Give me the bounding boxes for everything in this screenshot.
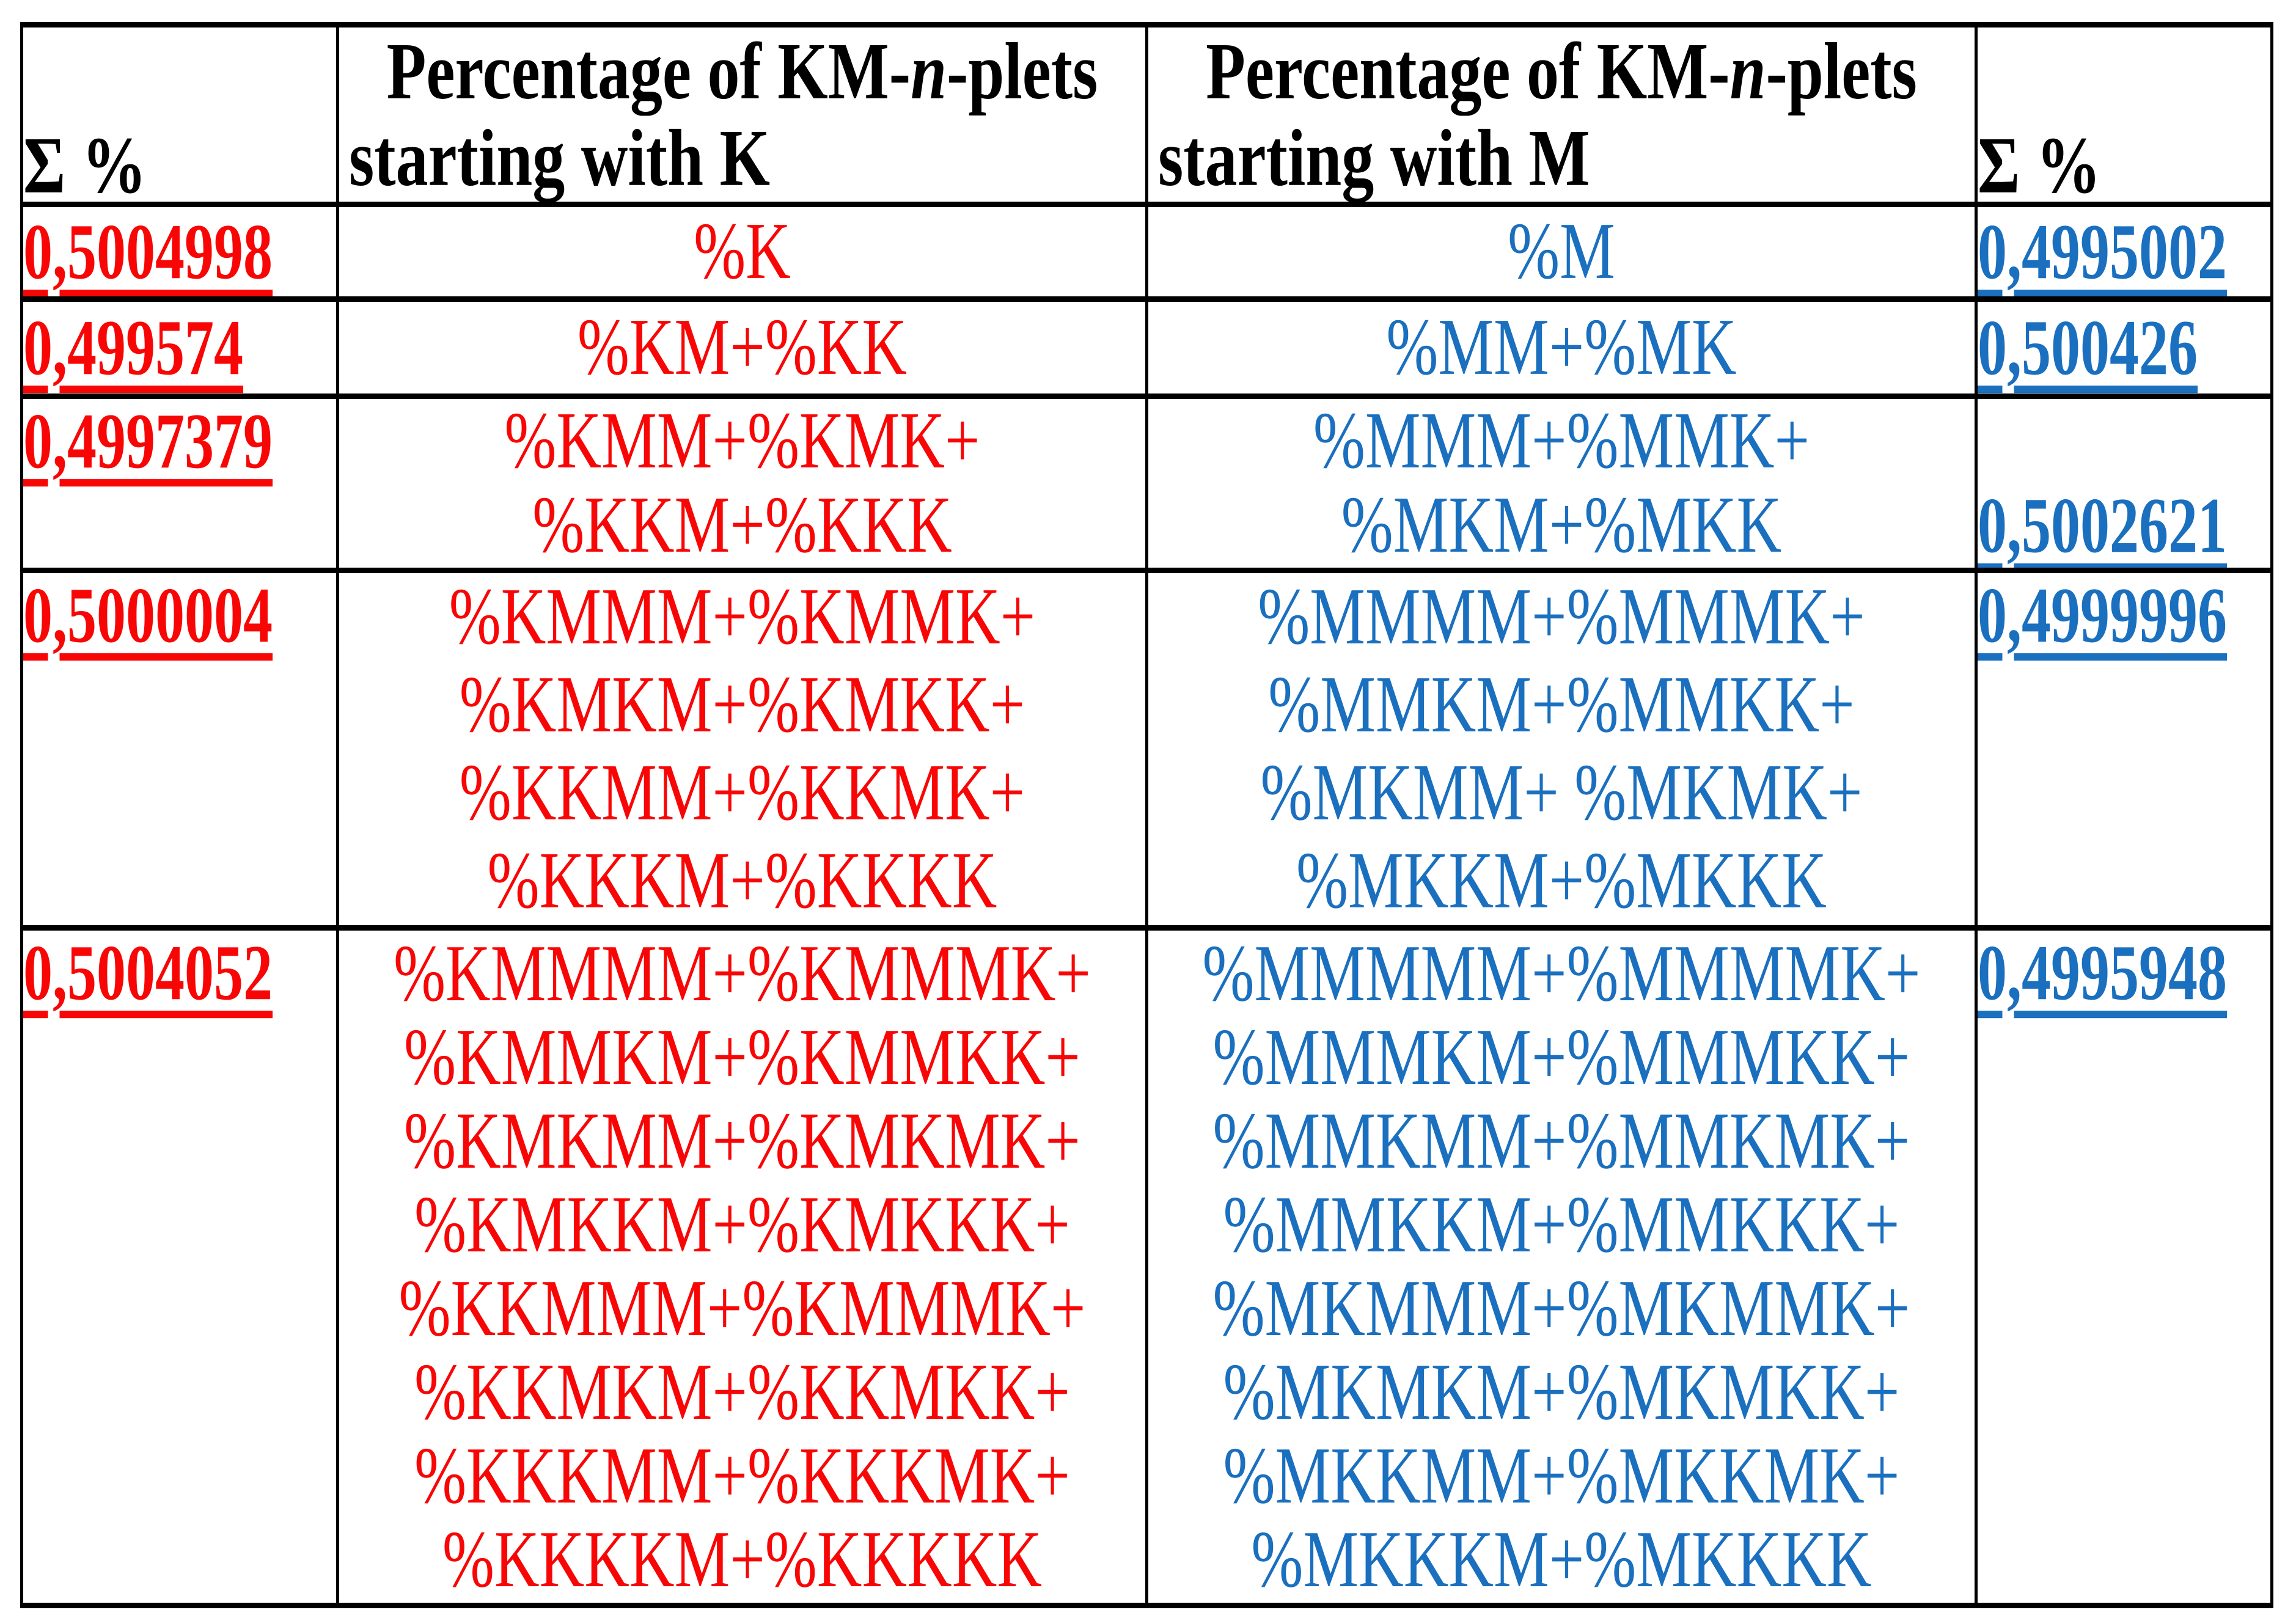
sum-m-value-n2: 0,500426 xyxy=(1978,303,2198,392)
sum-k-value-n2: 0,499574 xyxy=(23,303,244,392)
m-formula-line: %MKKKM+%MKKKK xyxy=(1251,1515,1872,1605)
header-row: Σ % Percentage of KM-n-plets starting wi… xyxy=(20,22,2273,207)
k-formula-line: %KKM+%KKK xyxy=(532,480,952,570)
header-sum-right-cell: Σ % xyxy=(1975,22,2273,207)
m-formulas-cell-n1: %M xyxy=(1145,202,1978,302)
m-formula-line: %MM+%MK xyxy=(1386,302,1737,392)
header-sum-left-cell: Σ % xyxy=(20,22,339,207)
m-formula-line: %MMMMM+%MMMMK+ xyxy=(1202,929,1921,1019)
table-row-n5: 0,5004052 %KMMMM+%KMMMK+ %KMMKM+%KMMKK+ … xyxy=(20,925,2273,1608)
k-formulas-cell-n3: %KMM+%KMK+ %KKM+%KKK xyxy=(336,394,1148,573)
m-formulas-cell-n3: %MMM+%MMK+ %MKM+%MKK xyxy=(1145,394,1978,573)
k-formula-line: %KMMKM+%KMMKK+ xyxy=(404,1012,1080,1102)
sum-symbol-left: Σ % xyxy=(23,120,147,205)
sum-k-cell-n5: 0,5004052 xyxy=(20,925,339,1608)
k-formula-line: %KKKKM+%KKKKK xyxy=(442,1515,1043,1605)
sum-m-cell-n1: 0,4995002 xyxy=(1975,202,2273,302)
header-k-title-line: Percentage of KM-n-plets xyxy=(386,26,1098,116)
sum-symbol-right: Σ % xyxy=(1978,120,2101,205)
sum-m-value-n5: 0,4995948 xyxy=(1978,928,2228,1017)
km-nplets-percentage-table: Σ % Percentage of KM-n-plets starting wi… xyxy=(20,22,2273,1608)
sum-m-cell-n5: 0,4995948 xyxy=(1975,925,2273,1608)
k-formula-line: %K xyxy=(694,206,791,296)
k-formula-line: %KMM+%KMK+ xyxy=(504,396,980,486)
k-formula-line: %KMKM+%KMKK+ xyxy=(459,659,1025,750)
m-formula-line: %MKKM+%MKKK xyxy=(1296,835,1827,926)
k-formulas-cell-n4: %KMMM+%KMMK+ %KMKM+%KMKK+ %KKMM+%KKMK+ %… xyxy=(336,568,1148,931)
k-formula-line: %KKMMM+%KMMMK+ xyxy=(398,1264,1086,1353)
m-formula-line: %MMKMM+%MMKMK+ xyxy=(1212,1096,1910,1186)
m-formula-line: %MMMKM+%MMMKK+ xyxy=(1212,1012,1910,1102)
k-formula-line: %KKMKM+%KKMKK+ xyxy=(414,1347,1070,1437)
table-row-n3: 0,4997379 %KMM+%KMK+ %KKM+%KKK %MMM+%MMK… xyxy=(20,394,2273,573)
sum-m-cell-n3: 0,5002621 xyxy=(1975,394,2273,573)
k-formula-line: %KM+%KK xyxy=(577,302,908,392)
sum-k-value-n5: 0,5004052 xyxy=(23,928,273,1017)
sum-m-cell-n4: 0,4999996 xyxy=(1975,568,2273,931)
m-formula-line: %MKMM+ %MKMK+ xyxy=(1260,747,1863,838)
m-formula-line: %MKMKM+%MKMKK+ xyxy=(1223,1347,1900,1437)
sum-k-value-n1: 0,5004998 xyxy=(23,207,273,296)
sum-k-cell-n3: 0,4997379 xyxy=(20,394,339,573)
k-formula-line: %KKMM+%KKMK+ xyxy=(459,747,1025,838)
header-m-column-cell: Percentage of KM-n-plets starting with M xyxy=(1145,22,1978,207)
sum-k-value-n4: 0,5000004 xyxy=(23,571,273,659)
table-row-n4: 0,5000004 %KMMM+%KMMK+ %KMKM+%KMKK+ %KKM… xyxy=(20,568,2273,931)
k-formulas-cell-n2: %KM+%KK xyxy=(336,296,1148,399)
sum-k-cell-n2: 0,499574 xyxy=(20,296,339,399)
m-formula-line: %MKM+%MKK xyxy=(1341,480,1782,570)
k-formulas-cell-n1: %K xyxy=(336,202,1148,302)
k-formulas-cell-n5: %KMMMM+%KMMMK+ %KMMKM+%KMMKK+ %KMKMM+%KM… xyxy=(336,925,1148,1608)
header-m-title-line: Percentage of KM-n-plets xyxy=(1206,26,1917,116)
m-formulas-cell-n5: %MMMMM+%MMMMK+ %MMMKM+%MMMKK+ %MMKMM+%MM… xyxy=(1145,925,1978,1608)
m-formula-line: %MKKMM+%MKKMK+ xyxy=(1223,1431,1900,1521)
sum-m-value-n3: 0,5002621 xyxy=(1978,481,2228,569)
k-formula-line: %KMKKM+%KMKKK+ xyxy=(414,1180,1070,1270)
sum-k-cell-n1: 0,5004998 xyxy=(20,202,339,302)
k-formula-line: %KKKMM+%KKKMK+ xyxy=(414,1431,1070,1521)
m-formula-line: %M xyxy=(1508,206,1615,296)
k-formula-line: %KMKMM+%KMKMK+ xyxy=(404,1096,1080,1186)
sum-k-value-n3: 0,4997379 xyxy=(23,397,273,485)
table-row-n2: 0,499574 %KM+%KK %MM+%MK 0,500426 xyxy=(20,296,2273,399)
m-formula-line: %MMMM+%MMMK+ xyxy=(1258,571,1865,662)
header-k-column-cell: Percentage of KM-n-plets starting with K xyxy=(336,22,1148,207)
k-formula-line: %KKKM+%KKKK xyxy=(487,835,997,926)
m-formula-line: %MMM+%MMK+ xyxy=(1313,396,1810,486)
m-formula-line: %MMKKM+%MMKKK+ xyxy=(1223,1180,1900,1270)
k-formula-line: %KMMMM+%KMMMK+ xyxy=(394,929,1091,1019)
m-formulas-cell-n4: %MMMM+%MMMK+ %MMKM+%MMKK+ %MKMM+ %MKMK+ … xyxy=(1145,568,1978,931)
header-m-subtitle-line: starting with M xyxy=(1158,112,1590,202)
k-formula-line: %KMMM+%KMMK+ xyxy=(449,571,1036,662)
m-formula-line: %MMKM+%MMKK+ xyxy=(1268,659,1855,750)
sum-k-cell-n4: 0,5000004 xyxy=(20,568,339,931)
m-formula-line: %MKMMM+%MKMMK+ xyxy=(1212,1264,1910,1353)
header-k-subtitle-line: starting with K xyxy=(349,112,770,202)
table-row-n1: 0,5004998 %K %M 0,4995002 xyxy=(20,202,2273,302)
sum-m-cell-n2: 0,500426 xyxy=(1975,296,2273,399)
m-formulas-cell-n2: %MM+%MK xyxy=(1145,296,1978,399)
sum-m-value-n4: 0,4999996 xyxy=(1978,571,2228,659)
sum-m-value-n1: 0,4995002 xyxy=(1978,207,2228,296)
